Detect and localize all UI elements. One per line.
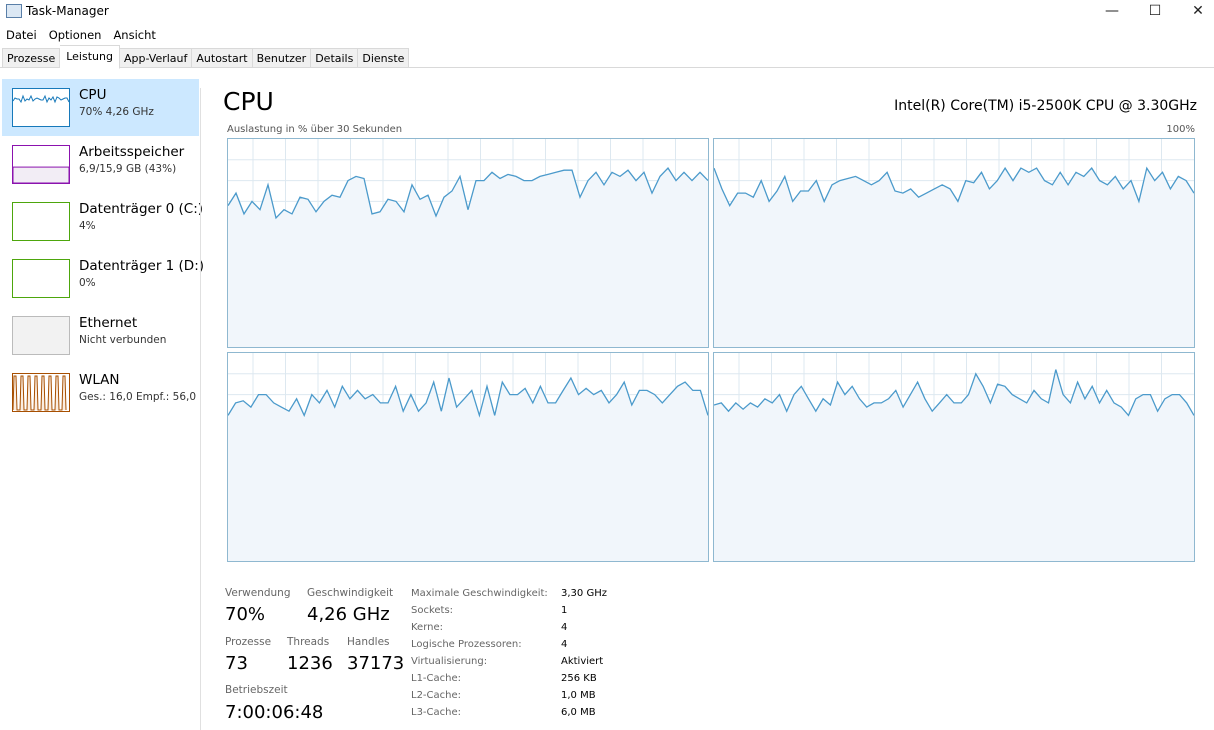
logical-processor-graph-1	[713, 138, 1195, 348]
processes-label: Prozesse	[225, 636, 272, 648]
handles-label: Handles	[347, 636, 390, 648]
logical-processor-graph-3	[713, 352, 1195, 562]
sidebar-item-datenträger-1-d-[interactable]: Datenträger 1 (D:) 0%	[2, 250, 204, 307]
processes-value: 73	[225, 653, 248, 674]
usage-area	[228, 168, 708, 347]
sidebar-item-name: Arbeitsspeicher	[79, 144, 185, 160]
tab-prozesse[interactable]: Prozesse	[2, 48, 61, 68]
tab-autostart[interactable]: Autostart	[192, 48, 253, 68]
detail-label: Logische Prozessoren:	[411, 639, 522, 650]
usage-area	[714, 168, 1194, 347]
detail-label: Virtualisierung:	[411, 656, 488, 667]
usage-line	[713, 166, 1195, 207]
sidebar-item-name: Ethernet	[79, 315, 138, 331]
sidebar-item-datenträger-0-c-[interactable]: Datenträger 0 (C:) 4%	[2, 193, 203, 250]
sidebar-item-status: Nicht verbunden	[79, 334, 167, 346]
close-button[interactable]: ✕	[1192, 3, 1204, 19]
tab-details[interactable]: Details	[311, 48, 359, 68]
thumbnail-graph	[12, 373, 70, 412]
performance-sidebar: CPU 70% 4,26 GHz Arbeitsspeicher 6,9/15,9 G…	[0, 79, 204, 421]
window-title: Task-Manager	[26, 4, 109, 18]
sidebar-item-name: CPU	[79, 87, 107, 103]
usage-label: Verwendung	[225, 587, 291, 599]
tab-bar: Prozesse Leistung App-Verlauf Autostart Benu…	[0, 45, 1214, 69]
detail-value: 4	[561, 639, 568, 650]
sidebar-item-status: 70% 4,26 GHz	[79, 106, 154, 118]
detail-value: 1,0 MB	[561, 690, 596, 701]
axis-label: Auslastung in % über 30 Sekunden	[227, 124, 403, 135]
menu-optionen[interactable]: Optionen	[48, 28, 102, 42]
maximize-button[interactable]: ☐	[1148, 3, 1162, 19]
usage-line	[713, 369, 1195, 417]
sidebar-item-name: Datenträger 0 (C:)	[79, 201, 204, 217]
speed-label: Geschwindigkeit	[307, 587, 394, 599]
detail-value: 3,30 GHz	[561, 588, 607, 599]
usage-line	[227, 376, 709, 418]
handles-value: 37173	[347, 653, 405, 674]
menu-datei[interactable]: Datei	[6, 28, 37, 42]
detail-value: Aktiviert	[561, 656, 604, 667]
usage-area	[228, 378, 708, 561]
detail-value: 256 KB	[561, 673, 597, 684]
cpu-model: Intel(R) Core(TM) i5-2500K CPU @ 3.30GHz	[894, 98, 1197, 114]
thumbnail-graph	[12, 316, 70, 355]
sidebar-item-arbeitsspeicher[interactable]: Arbeitsspeicher 6,9/15,9 GB (43%)	[2, 136, 199, 193]
usage-line	[227, 167, 709, 220]
task-manager-icon	[6, 4, 22, 18]
tab-app-verlauf[interactable]: App-Verlauf	[119, 48, 193, 68]
threads-label: Threads	[287, 636, 330, 648]
thumbnail-graph	[12, 202, 70, 241]
detail-value: 1	[561, 605, 568, 616]
sidebar-item-status: 4%	[79, 220, 96, 232]
title-bar: Task-Manager — ☐ ✕	[0, 0, 1214, 24]
divider	[200, 88, 201, 730]
sidebar-item-ethernet[interactable]: Ethernet Nicht verbunden	[2, 307, 199, 364]
detail-label: Maximale Geschwindigkeit:	[411, 588, 548, 599]
detail-label: L3-Cache:	[411, 707, 462, 718]
minimize-button[interactable]: —	[1105, 3, 1119, 19]
tab-dienste[interactable]: Dienste	[358, 48, 410, 68]
menu-bar: Datei Optionen Ansicht	[0, 26, 162, 44]
sidebar-item-status: Ges.: 16,0 Empf.: 56,0 KB	[79, 391, 201, 403]
sidebar-item-name: WLAN	[79, 372, 120, 388]
logical-processor-graph-2	[227, 352, 709, 562]
axis-max-label: 100%	[1166, 124, 1195, 135]
detail-label: L2-Cache:	[411, 690, 462, 701]
detail-label: L1-Cache:	[411, 673, 462, 684]
sidebar-item-status: 0%	[79, 277, 96, 289]
speed-value: 4,26 GHz	[307, 604, 390, 625]
detail-label: Sockets:	[411, 605, 454, 616]
tab-leistung[interactable]: Leistung	[60, 45, 120, 69]
detail-value: 4	[561, 622, 568, 633]
sidebar-item-status: 6,9/15,9 GB (43%)	[79, 163, 177, 175]
sidebar-item-wlan[interactable]: WLAN Ges.: 16,0 Empf.: 56,0 KB	[2, 364, 201, 421]
sidebar-item-name: Datenträger 1 (D:)	[79, 258, 205, 274]
sidebar-item-cpu[interactable]: CPU 70% 4,26 GHz	[2, 79, 199, 136]
uptime-label: Betriebszeit	[225, 684, 288, 696]
threads-value: 1236	[287, 653, 333, 674]
usage-value: 70%	[225, 604, 266, 625]
page-title: CPU	[223, 87, 274, 116]
tab-benutzer[interactable]: Benutzer	[252, 48, 312, 68]
detail-value: 6,0 MB	[561, 707, 596, 718]
detail-label: Kerne:	[411, 622, 444, 633]
uptime-value: 7:00:06:48	[225, 702, 324, 723]
thumbnail-graph	[12, 145, 70, 184]
thumbnail-graph	[12, 259, 70, 298]
menu-ansicht[interactable]: Ansicht	[113, 28, 156, 42]
usage-area	[714, 369, 1194, 561]
logical-processor-graph-0	[227, 138, 709, 348]
thumbnail-graph	[12, 88, 70, 127]
